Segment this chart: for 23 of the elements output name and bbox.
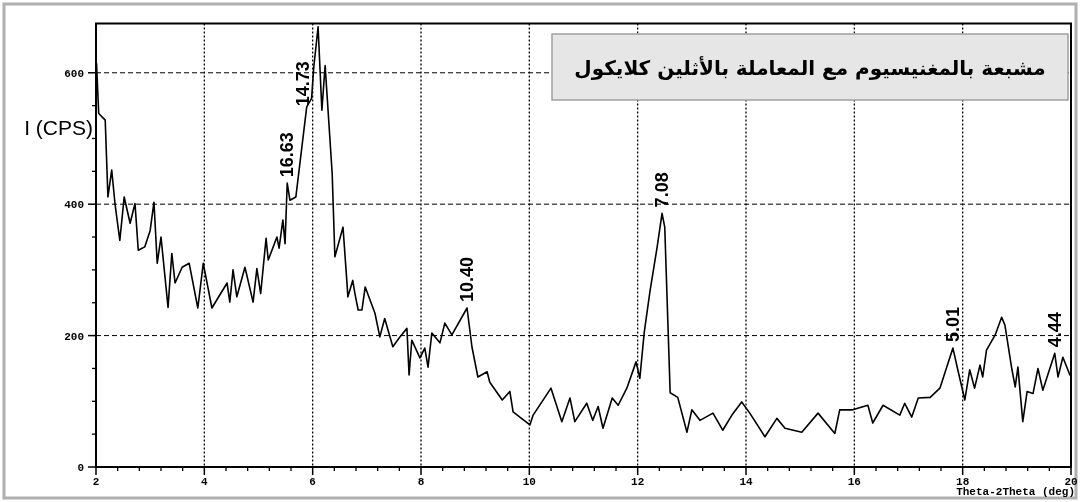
- y-axis-title: I (CPS): [24, 116, 93, 139]
- y-tick-label: 0: [77, 462, 84, 474]
- y-tick-label: 400: [64, 199, 84, 212]
- annotation: 4.44: [1044, 312, 1065, 348]
- annotation: 10.40: [457, 256, 478, 302]
- x-tick-label: 10: [522, 476, 536, 488]
- x-tick-label: 14: [739, 476, 753, 488]
- x-tick-label: 16: [847, 476, 861, 488]
- x-tick-label: 12: [631, 476, 645, 488]
- annotation: 7.08: [652, 172, 673, 208]
- x-tick-label: 2: [92, 476, 100, 488]
- y-tick-label: 600: [64, 67, 84, 80]
- x-tick-label: 6: [309, 476, 316, 488]
- y-tick-label: 200: [64, 330, 84, 343]
- annotation: 16.63: [277, 132, 298, 178]
- x-tick-label: 4: [201, 476, 209, 488]
- x-tick-label: 20: [1064, 476, 1078, 488]
- text: مشبعة بالمغنيسيوم مع المعاملة بالأثلين كلايكول: [574, 55, 1046, 80]
- x-tick-label: 8: [417, 476, 425, 488]
- x-axis-title: Theta-2Theta (deg): [956, 486, 1075, 498]
- x-tick-label: 18: [956, 476, 970, 488]
- annotation: 14.73: [292, 61, 313, 107]
- annotation: 5.01: [942, 307, 963, 343]
